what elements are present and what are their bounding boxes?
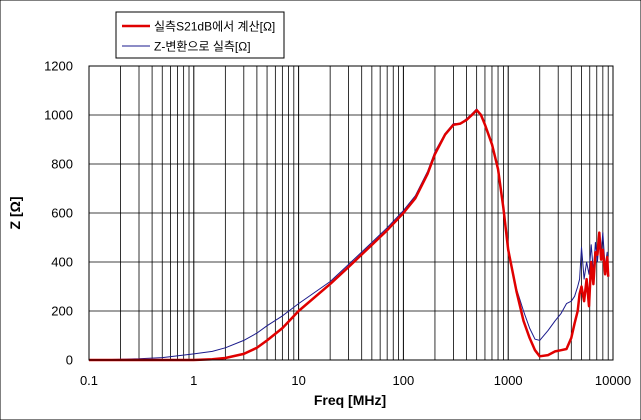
grid [88, 65, 613, 361]
series-layer [88, 108, 610, 362]
x-tick-label: 1 [190, 373, 197, 388]
legend-label-series-1: 실측S21dB에서 계산[Ω] [154, 20, 275, 34]
legend-label-series-2: Z-변환으로 실측[Ω] [154, 40, 251, 54]
legend-box [115, 11, 285, 59]
x-tick-label: 0.1 [80, 373, 98, 388]
y-tick-label: 400 [51, 255, 73, 270]
y-tick-label: 600 [51, 206, 73, 221]
x-tick-label: 10 [291, 373, 305, 388]
series-line-1 [89, 108, 610, 362]
plot-area-frame [88, 65, 614, 361]
x-tick-label: 100 [393, 373, 415, 388]
y-tick-label: 1200 [44, 59, 73, 74]
x-axis-ticks: 0.1 1 10 100 1000 10000 [80, 373, 631, 388]
y-tick-label: 1000 [44, 108, 73, 123]
x-axis-label: Freq [MHz] [314, 392, 386, 408]
y-tick-label: 800 [51, 157, 73, 172]
y-tick-label: 200 [51, 304, 73, 319]
y-axis-label: Z [Ω] [7, 197, 23, 230]
y-tick-label: 0 [66, 353, 73, 368]
legend: 실측S21dB에서 계산[Ω] Z-변환으로 실측[Ω] [115, 11, 285, 59]
y-axis-ticks: 0 200 400 600 800 1000 1200 [44, 59, 73, 368]
x-tick-label: 10000 [595, 373, 631, 388]
x-tick-label: 1000 [494, 373, 523, 388]
